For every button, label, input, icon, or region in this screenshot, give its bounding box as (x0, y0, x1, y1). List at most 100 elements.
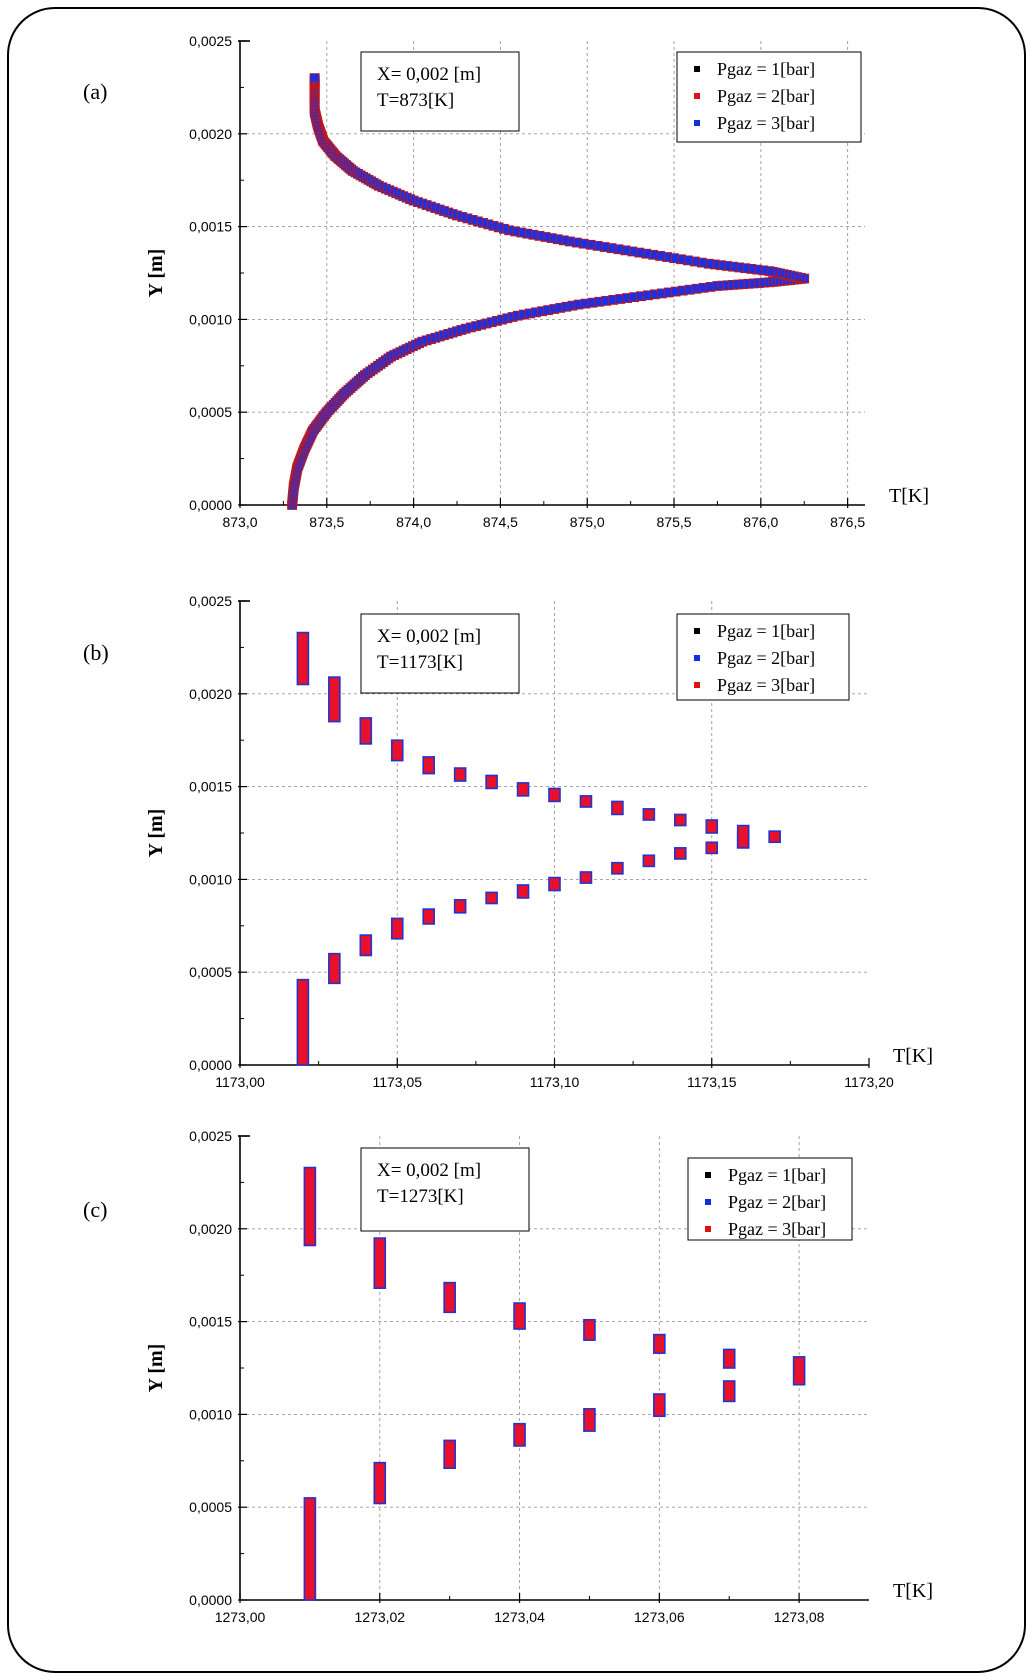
data-point (653, 1393, 666, 1418)
y-axis-label: Y [m] (145, 1344, 167, 1393)
legend-swatch (705, 1226, 711, 1232)
data-point (705, 841, 719, 855)
data-point (722, 1348, 736, 1369)
data-point (359, 717, 373, 745)
data-point (373, 1461, 387, 1505)
data-point (485, 774, 498, 790)
data-point (328, 952, 341, 985)
data-point (296, 978, 310, 1066)
data-point (611, 861, 624, 875)
y-tick-label: 0,0010 (189, 311, 232, 327)
data-point (642, 808, 656, 821)
y-tick-label: 0,0025 (189, 33, 232, 49)
legend-swatch (694, 682, 700, 688)
x-tick-label: 873,5 (309, 514, 344, 530)
legend-swatch (705, 1172, 711, 1178)
y-tick-label: 0,0005 (189, 1499, 232, 1515)
y-tick-label: 0,0010 (189, 871, 232, 887)
data-point (443, 1439, 456, 1470)
data-point (513, 1422, 526, 1447)
annotation-box (360, 1147, 530, 1232)
data-point (548, 787, 561, 803)
legend-label: Pgaz = 3[bar] (717, 113, 815, 133)
y-tick-label: 0,0000 (189, 497, 232, 513)
data-point (722, 1380, 736, 1403)
x-tick-label: 874,0 (396, 514, 431, 530)
annotation-box (360, 613, 520, 694)
x-tick-label: 1173,20 (844, 1074, 894, 1090)
data-point (583, 1318, 596, 1341)
annotation-line: X= 0,002 [m] (377, 626, 481, 647)
y-tick-label: 0,0010 (189, 1406, 232, 1422)
legend-label: Pgaz = 2[bar] (717, 648, 815, 668)
y-tick-label: 0,0015 (189, 779, 232, 795)
y-tick-label: 0,0000 (189, 1057, 232, 1073)
data-point (453, 767, 467, 782)
data-point (516, 884, 530, 899)
legend-label: Pgaz = 2[bar] (728, 1192, 826, 1212)
chart-panel-1: 0,0000 0,0005 0,0010 0,0015 0,0020 0,0025 873,… (83, 33, 929, 530)
annotation-line: T=873[K] (377, 90, 454, 111)
data-point (579, 871, 593, 884)
annotation-line: X= 0,002 [m] (377, 64, 481, 85)
legend-swatch (694, 93, 700, 99)
x-tick-label: 1273,08 (774, 1609, 825, 1625)
annotation-box (360, 51, 520, 132)
data-point (453, 899, 467, 914)
legend-label: Pgaz = 1[bar] (728, 1165, 826, 1185)
data-point (443, 1281, 456, 1314)
y-tick-label: 0,0025 (189, 1128, 232, 1144)
x-tick-label: 1173,00 (215, 1074, 265, 1090)
y-tick-label: 0,0000 (189, 1592, 232, 1608)
data-point (673, 847, 687, 860)
data-point (516, 782, 530, 797)
legend-swatch (694, 66, 700, 72)
legend-label: Pgaz = 1[bar] (717, 59, 815, 79)
data-point (705, 819, 719, 834)
legend-box (687, 1157, 853, 1241)
y-tick-label: 0,0005 (189, 964, 232, 980)
y-tick-label: 0,0015 (189, 219, 232, 235)
legend-label: Pgaz = 1[bar] (717, 621, 815, 641)
data-point (673, 813, 687, 827)
data-point (548, 876, 561, 892)
chart-panel-2: 0,0000 0,0005 0,0010 0,0015 0,0020 0,0025 1173… (83, 593, 933, 1090)
data-point (768, 830, 781, 844)
panel-label: (a) (83, 79, 107, 104)
legend-label: Pgaz = 3[bar] (717, 675, 815, 695)
x-tick-label: 876,0 (743, 514, 778, 530)
data-point (296, 631, 310, 686)
x-tick-label: 1273,06 (634, 1609, 685, 1625)
data-point (390, 917, 404, 940)
data-point (583, 1408, 596, 1432)
x-tick-label: 1273,02 (354, 1609, 405, 1625)
legend-label: Pgaz = 2[bar] (717, 86, 815, 106)
y-tick-label: 0,0025 (189, 593, 232, 609)
x-tick-label: 875,0 (570, 514, 605, 530)
panel-label: (b) (83, 640, 109, 665)
x-tick-label: 873,0 (222, 514, 257, 530)
y-tick-label: 0,0020 (189, 126, 232, 142)
legend-swatch (694, 120, 700, 126)
legend-swatch (694, 655, 700, 661)
x-tick-label: 1273,00 (215, 1609, 266, 1625)
data-point (485, 891, 498, 905)
legend-swatch (705, 1199, 711, 1205)
y-axis-label: Y [m] (145, 809, 167, 858)
x-tick-label: 876,5 (830, 514, 865, 530)
data-point (359, 934, 373, 957)
annotation-line: T=1173[K] (377, 652, 463, 673)
x-tick-label: 1173,15 (687, 1074, 737, 1090)
legend-box (676, 613, 850, 701)
x-tick-label: 874,5 (483, 514, 518, 530)
data-point (390, 739, 404, 762)
x-axis-label: T[K] (893, 1580, 933, 1602)
data-point (642, 854, 656, 868)
y-tick-label: 0,0015 (189, 1314, 232, 1330)
legend-swatch (694, 628, 700, 634)
x-tick-label: 875,5 (657, 514, 692, 530)
data-point (373, 1237, 387, 1289)
data-point (303, 1166, 317, 1247)
y-tick-label: 0,0020 (189, 1221, 232, 1237)
x-tick-label: 1173,05 (372, 1074, 422, 1090)
